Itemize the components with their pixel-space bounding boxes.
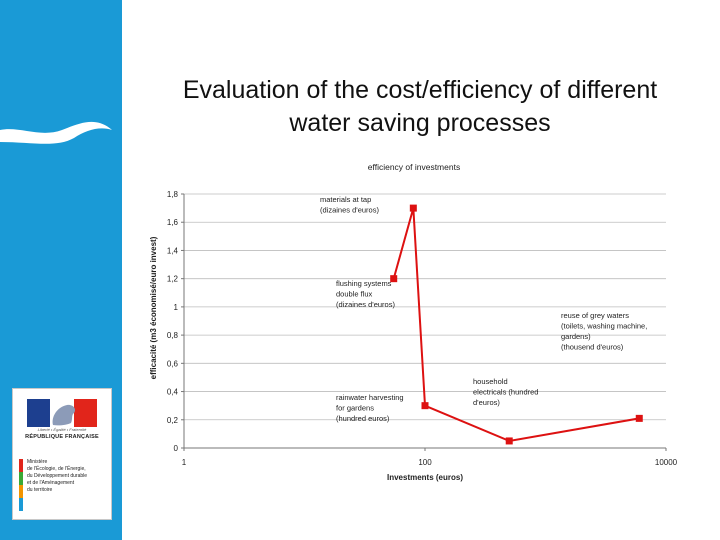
data-point <box>390 275 398 283</box>
point-annotation: flushing systems double flux (dizaines d'e… <box>336 279 395 309</box>
y-tick-label: 1 <box>174 303 179 312</box>
point-annotation: materials at tap (dizaines d'euros) <box>320 195 379 215</box>
chart-title: efficiency of investments <box>368 162 460 172</box>
data-point <box>409 204 417 212</box>
motto-text: Liberté • Égalité • Fraternité <box>37 427 87 432</box>
x-tick-label: 10000 <box>655 458 678 467</box>
data-point <box>505 437 513 445</box>
y-tick-label: 0 <box>174 444 179 453</box>
point-annotation: rainwater harvesting for gardens (hundred … <box>336 393 404 423</box>
point-annotation: reuse of grey waters (toilets, washing ma… <box>561 311 647 352</box>
y-tick-label: 1,4 <box>167 246 179 255</box>
x-axis-label: Investments (euros) <box>387 473 463 482</box>
y-tick-label: 1,8 <box>167 190 179 199</box>
x-tick-label: 100 <box>418 458 432 467</box>
data-point <box>421 402 429 410</box>
ministry-text: Ministère de l'Écologie, de l'Énergie, d… <box>27 459 88 493</box>
y-tick-label: 0,6 <box>167 359 179 368</box>
efficiency-chart: efficiency of investments 0 0,2 0,4 0,6 0,8 1… <box>149 162 678 482</box>
x-tick-label: 1 <box>182 458 187 467</box>
y-tick-label: 1,2 <box>167 275 179 284</box>
sidebar-band: Liberté • Égalité • Fraternité RÉPUBLIQU… <box>0 0 122 540</box>
y-tick-label: 0,4 <box>167 388 179 397</box>
y-tick-label: 0,2 <box>167 416 179 425</box>
data-point <box>635 414 643 422</box>
republic-logo: Liberté • Égalité • Fraternité RÉPUBLIQU… <box>12 388 112 520</box>
republic-text: RÉPUBLIQUE FRANÇAISE <box>25 434 99 440</box>
ministry-color-bar <box>19 459 23 511</box>
marianne-flag-icon <box>27 399 97 427</box>
slide-title: Evaluation of the cost/efficiency of dif… <box>182 76 658 137</box>
point-annotation: household electricals (hundred d'euros) <box>473 377 538 407</box>
y-axis-label: efficacité (m3 économisé/euro invest) <box>149 236 158 379</box>
wave-logo-icon <box>0 121 112 144</box>
y-tick-label: 1,6 <box>167 218 179 227</box>
y-tick-label: 0,8 <box>167 331 179 340</box>
